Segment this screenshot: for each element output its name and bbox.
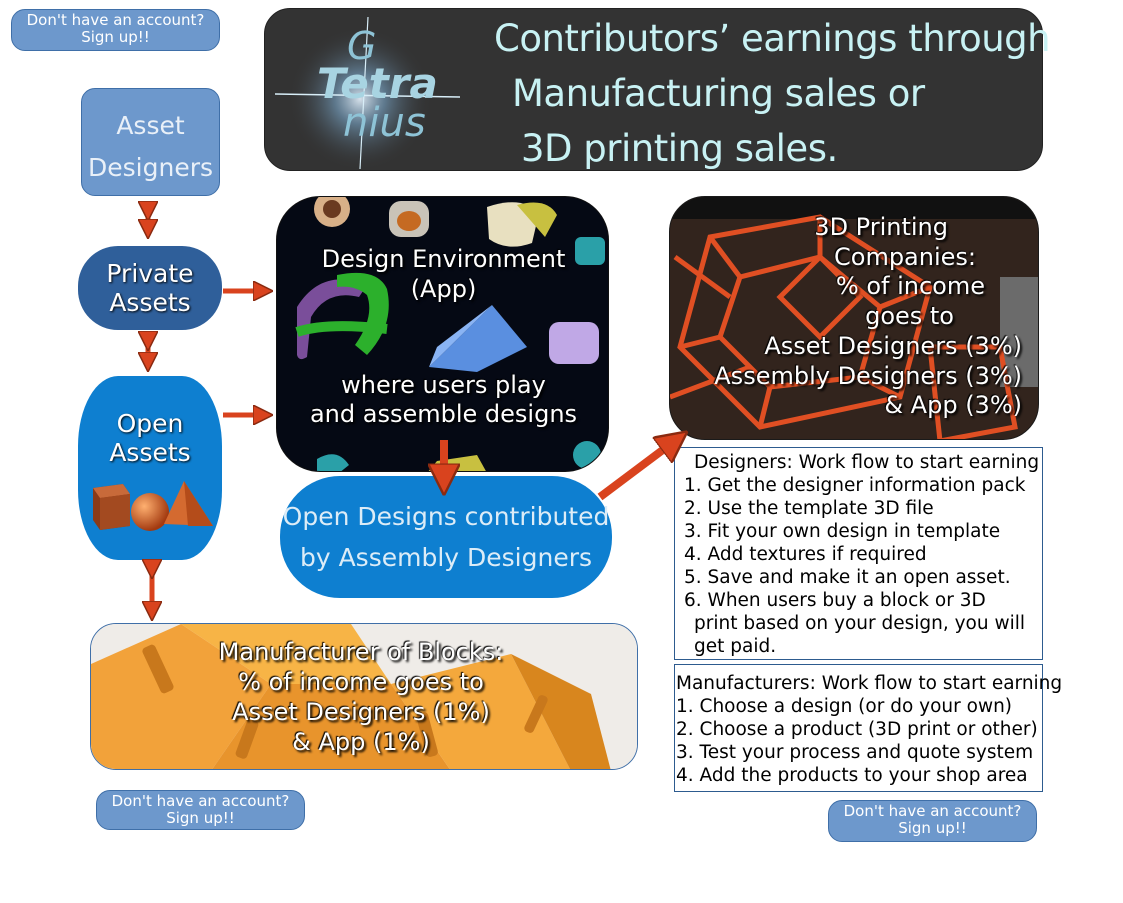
design-environment-sub-line1: where users play: [341, 371, 546, 399]
3d-printing-line-3: % of income: [835, 272, 985, 301]
signup-button-bottom-right[interactable]: Don't have an account? Sign up!!: [828, 800, 1037, 842]
design-environment-title: Design Environment (App): [277, 244, 608, 304]
manufacturers-step-3: 3. Test your process and quote system: [676, 742, 1034, 763]
designers-step-2: 2. Use the template 3D file: [684, 498, 934, 519]
design-environment-subtitle: where users play and assemble designs: [277, 371, 608, 429]
design-environment-title-line1: Design Environment: [321, 245, 566, 273]
designers-step-3: 3. Fit your own design in template: [684, 521, 1001, 542]
signup-line1: Don't have an account?: [111, 792, 290, 810]
3d-printing-line-7: & App (3%): [884, 391, 1022, 420]
manufacturer-box[interactable]: Manufacturer of Blocks: % of income goes…: [90, 623, 638, 770]
manufacturer-line-3: Asset Designers (1%): [232, 698, 490, 726]
open-designs-line2: by Assembly Designers: [299, 543, 593, 572]
private-assets-box[interactable]: Private Assets: [78, 246, 222, 330]
signup-line1: Don't have an account?: [843, 802, 1022, 820]
3d-printing-line-5: Asset Designers (3%): [764, 331, 1022, 360]
designers-step-1: 1. Get the designer information pack: [684, 475, 1026, 496]
manufacturer-line-4: & App (1%): [292, 728, 430, 756]
shapes-illustration: [93, 481, 213, 531]
design-environment-sub-line2: and assemble designs: [309, 400, 578, 428]
open-assets-line2: Assets: [109, 438, 191, 467]
open-assets-box[interactable]: Open Assets: [78, 376, 222, 560]
open-assets-line1: Open: [116, 409, 184, 438]
designers-workflow-box: Designers: Work flow to start earning 1.…: [674, 447, 1043, 660]
banner-line-1: Contributors’ earnings through: [494, 17, 1051, 60]
signup-line1: Don't have an account?: [26, 11, 205, 29]
manufacturer-line-1: Manufacturer of Blocks:: [218, 638, 504, 666]
blocks-image: [91, 624, 637, 769]
designers-step-5: 5. Save and make it an open asset.: [684, 567, 1011, 588]
cone-icon: [164, 481, 213, 526]
signup-line2: Sign up!!: [898, 819, 967, 837]
3d-printing-line-2: Companies:: [834, 242, 976, 271]
logo-g: G: [347, 24, 377, 68]
header-banner: G Tetra nius Contributors’ earnings thro…: [264, 8, 1051, 171]
manufacturers-step-4: 4. Add the products to your shop area: [676, 765, 1028, 786]
cube-icon: [93, 484, 130, 530]
diagonal-arrow-icon: [597, 440, 676, 501]
3d-printing-line-4: goes to: [865, 302, 954, 331]
logo-graphic: [274, 16, 461, 171]
open-designs-line1: Open Designs contributed: [282, 502, 610, 531]
designers-step-6-cont: print based on your design, you will: [694, 613, 1026, 634]
design-environment-box[interactable]: Design Environment (App) where users pla…: [276, 196, 609, 472]
designers-step-4: 4. Add textures if required: [684, 544, 927, 565]
3d-print-image: [670, 197, 1038, 439]
manufacturers-step-1: 1. Choose a design (or do your own): [676, 696, 1013, 717]
open-designs-box[interactable]: Open Designs contributed by Assembly Des…: [280, 476, 612, 598]
asset-designers-line1: Asset: [116, 111, 185, 140]
private-assets-line1: Private: [106, 259, 194, 288]
signup-button-bottom-left[interactable]: Don't have an account? Sign up!!: [96, 790, 305, 830]
design-environment-image: [295, 197, 605, 471]
signup-button-top[interactable]: Don't have an account? Sign up!!: [11, 9, 220, 51]
designers-step-6-end: get paid.: [694, 636, 777, 657]
designers-workflow-title: Designers: Work flow to start earning: [694, 452, 1040, 473]
manufacturers-step-2: 2. Choose a product (3D print or other): [676, 719, 1038, 740]
manufacturers-workflow-title: Manufacturers: Work flow to start earnin…: [676, 673, 1063, 694]
asset-designers-line2: Designers: [88, 153, 213, 182]
3d-printing-text: 3D Printing Companies: % of income goes …: [714, 213, 1022, 421]
logo-nius: nius: [343, 100, 426, 146]
asset-designers-box[interactable]: Asset Designers: [81, 88, 220, 196]
signup-line2: Sign up!!: [166, 809, 235, 827]
logo-text: G Tetra nius: [305, 27, 438, 143]
3d-printing-line-1: 3D Printing: [814, 213, 948, 241]
manufacturer-text: Manufacturer of Blocks: % of income goes…: [201, 637, 521, 757]
banner-line-3: 3D printing sales.: [521, 127, 838, 170]
signup-line2: Sign up!!: [81, 28, 150, 46]
private-assets-line2: Assets: [109, 288, 191, 317]
3d-printing-line-6: Assembly Designers (3%): [714, 361, 1022, 390]
sphere-icon: [131, 493, 169, 531]
banner-line-2: Manufacturing sales or: [512, 72, 925, 115]
3d-printing-box[interactable]: 3D Printing Companies: % of income goes …: [669, 196, 1039, 440]
manufacturer-line-2: % of income goes to: [238, 668, 484, 696]
logo-tetra: Tetra: [317, 59, 438, 108]
manufacturers-workflow-box: Manufacturers: Work flow to start earnin…: [674, 664, 1063, 792]
designers-step-6: 6. When users buy a block or 3D: [684, 590, 986, 611]
design-environment-title-line2: (App): [410, 275, 477, 303]
